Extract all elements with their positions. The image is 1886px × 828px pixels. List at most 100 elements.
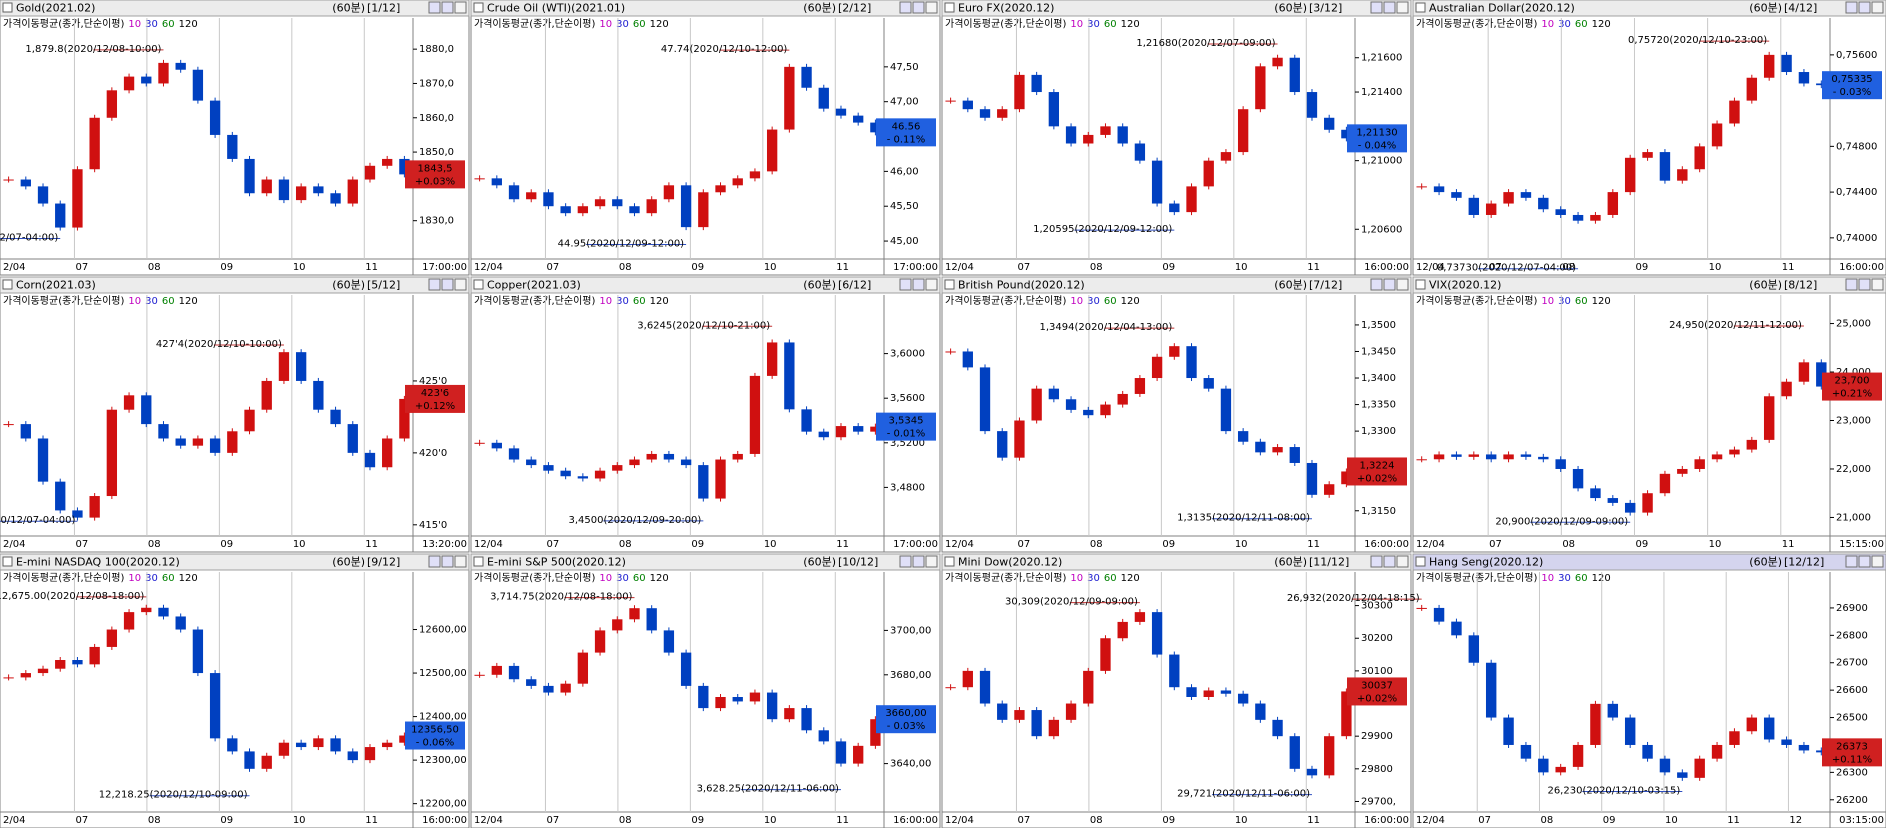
window-button[interactable]	[1858, 278, 1871, 291]
x-tick-label: 12/04	[1416, 815, 1445, 826]
candle	[526, 192, 537, 200]
chart-panel: British Pound(2020.12) (60분) [7/12] 가격이동평균(…	[941, 276, 1412, 553]
title-bar	[941, 276, 1412, 294]
window-button[interactable]	[925, 555, 938, 568]
candle	[560, 470, 571, 477]
window-button[interactable]	[428, 1, 441, 14]
checkbox[interactable]	[473, 279, 484, 290]
window-button[interactable]	[454, 555, 467, 568]
x-tick-label: 07	[1489, 539, 1502, 550]
y-tick-label: 1,3500	[1361, 320, 1396, 331]
checkbox[interactable]	[944, 279, 955, 290]
window-button[interactable]	[899, 555, 912, 568]
last-change: +0.12%	[415, 401, 455, 412]
candle	[1763, 54, 1775, 78]
last-change: - 0.03%	[1833, 87, 1872, 98]
candle	[1572, 744, 1584, 767]
last-change: - 0.03%	[887, 721, 926, 732]
window-button[interactable]	[912, 1, 925, 14]
candle	[1014, 710, 1025, 720]
candle	[577, 476, 589, 479]
ma-period: 60	[633, 296, 646, 307]
chart-panel: Euro FX(2020.12) (60분) [3/12] 가격이동평균(종가,단순이…	[941, 0, 1412, 276]
window-button[interactable]	[454, 278, 467, 291]
panel-index: [4/12]	[1784, 2, 1817, 15]
candle	[1468, 454, 1480, 457]
window-button[interactable]	[1858, 555, 1871, 568]
last-price-box	[876, 118, 936, 147]
window-button[interactable]	[912, 555, 925, 568]
candle	[1590, 214, 1601, 221]
ma-label: 가격이동평균(종가,단순이평)	[474, 571, 595, 584]
checkbox[interactable]	[473, 556, 484, 567]
candle	[1694, 459, 1705, 469]
candle	[1272, 57, 1283, 67]
ma-period: 30	[1087, 296, 1100, 307]
window-button[interactable]	[1871, 278, 1884, 291]
candle	[175, 616, 186, 630]
candle	[1729, 449, 1740, 455]
window-button[interactable]	[1858, 1, 1871, 14]
window-button[interactable]	[1370, 555, 1383, 568]
window-button[interactable]	[1383, 555, 1396, 568]
window-button[interactable]	[899, 278, 912, 291]
candle	[646, 199, 657, 214]
x-tick-label: 08	[148, 539, 161, 550]
ma-label: 가격이동평균(종가,단순이평)	[945, 294, 1066, 307]
ma-period: 60	[162, 573, 175, 584]
candle	[1798, 744, 1810, 751]
candle	[244, 409, 255, 432]
window-button[interactable]	[428, 555, 441, 568]
window-button[interactable]	[1370, 1, 1383, 14]
candle	[55, 660, 66, 669]
window-button[interactable]	[1871, 1, 1884, 14]
candle	[227, 134, 238, 159]
window-button[interactable]	[441, 1, 454, 14]
window-button[interactable]	[1383, 1, 1396, 14]
checkbox[interactable]	[2, 556, 13, 567]
checkbox[interactable]	[1415, 2, 1426, 13]
candle	[3, 677, 14, 679]
window-button[interactable]	[899, 1, 912, 14]
y-tick-label: 420'0	[419, 448, 447, 459]
window-button[interactable]	[454, 1, 467, 14]
window-button[interactable]	[1396, 278, 1409, 291]
window-button[interactable]	[1396, 1, 1409, 14]
candle	[278, 179, 290, 201]
checkbox[interactable]	[2, 279, 13, 290]
y-tick-label: 30100	[1361, 666, 1393, 677]
window-button[interactable]	[912, 278, 925, 291]
window-button[interactable]	[441, 278, 454, 291]
window-button[interactable]	[428, 278, 441, 291]
candle	[749, 171, 761, 179]
window-button[interactable]	[1845, 278, 1858, 291]
window-button[interactable]	[1383, 278, 1396, 291]
checkbox[interactable]	[944, 2, 955, 13]
candle	[560, 206, 571, 214]
candle	[55, 481, 66, 511]
window-button[interactable]	[1396, 555, 1409, 568]
checkbox[interactable]	[1415, 279, 1426, 290]
window-button[interactable]	[1845, 1, 1858, 14]
checkbox[interactable]	[1415, 556, 1426, 567]
checkbox[interactable]	[473, 2, 484, 13]
y-tick-label: 1,3300	[1361, 426, 1396, 437]
window-button[interactable]	[925, 1, 938, 14]
window-button[interactable]	[441, 555, 454, 568]
candle	[945, 100, 956, 102]
window-button[interactable]	[1845, 555, 1858, 568]
candle	[1781, 54, 1792, 73]
candle	[1763, 717, 1775, 740]
panel-bg	[470, 0, 941, 276]
checkbox[interactable]	[2, 2, 13, 13]
candle	[612, 465, 623, 471]
candle	[1555, 209, 1566, 215]
high-label: 12,675.00(2020/12/08-18:00)	[0, 591, 144, 602]
window-button[interactable]	[1871, 555, 1884, 568]
candle	[330, 193, 341, 204]
panel-index: [3/12]	[1309, 2, 1342, 15]
window-button[interactable]	[925, 278, 938, 291]
checkbox[interactable]	[944, 556, 955, 567]
panel-title: VIX(2020.12)	[1429, 279, 1501, 292]
window-button[interactable]	[1370, 278, 1383, 291]
